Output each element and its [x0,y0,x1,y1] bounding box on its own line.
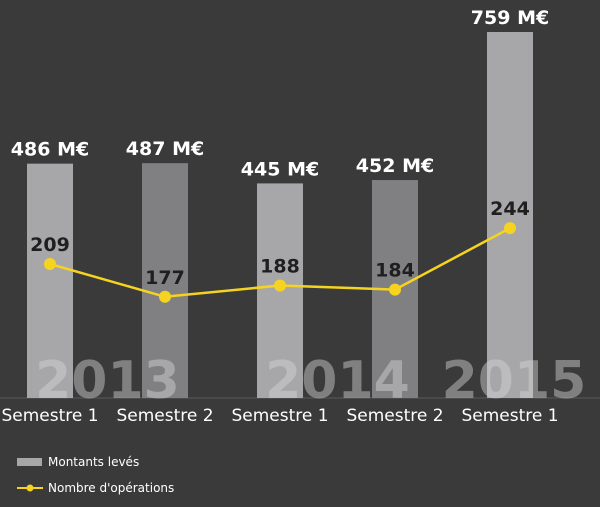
category-label-4: Semestre 1 [461,406,558,426]
line-point-0 [44,258,56,270]
category-label-3: Semestre 2 [346,406,443,426]
bar-value-label-3: 452 M€ [356,155,434,177]
category-label-1: Semestre 2 [116,406,213,426]
legend-label-bars: Montants levés [48,455,139,469]
bar-1 [142,163,188,398]
line-point-3 [389,283,401,296]
category-label-2: Semestre 1 [231,406,328,426]
bar-value-label-1: 487 M€ [126,138,204,160]
line-value-label-1: 177 [145,267,185,289]
legend-bar-swatch [17,458,42,466]
line-value-label-0: 209 [30,234,70,256]
line-point-2 [274,279,286,292]
year-label-2015: 2015 [442,351,587,411]
line-value-label-2: 188 [260,256,300,278]
legend-label-line: Nombre d'opérations [48,481,174,495]
line-point-1 [159,290,171,303]
year-label-2014: 2014 [265,351,410,411]
line-value-label-3: 184 [375,260,415,282]
line-value-label-4: 244 [490,198,530,220]
year-label-2013: 2013 [35,351,180,411]
category-label-0: Semestre 1 [1,406,98,426]
line-point-4 [504,222,516,235]
bar-value-label-2: 445 M€ [241,158,319,180]
bar-value-label-0: 486 M€ [11,139,89,161]
legend-line-marker [26,484,34,492]
bar-4 [487,32,533,398]
bar-value-label-4: 759 M€ [471,7,549,29]
bar-0 [27,163,73,398]
